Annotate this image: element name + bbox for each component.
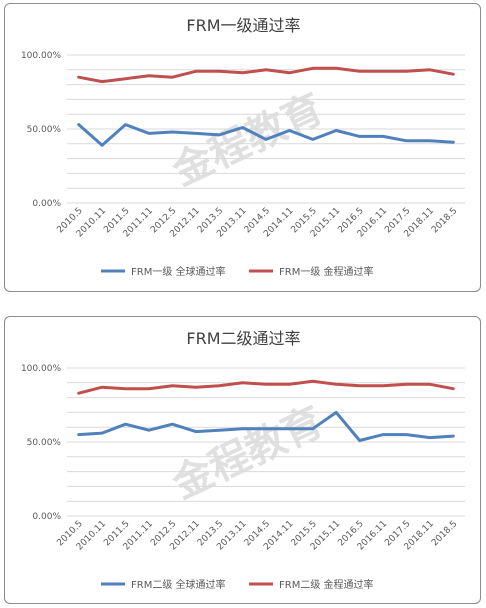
series-line-2 bbox=[77, 379, 455, 395]
x-tick-label: 2018.5 bbox=[430, 519, 459, 548]
watermark-text: 金程教育 bbox=[165, 86, 330, 196]
legend-label: FRM一级 全球通过率 bbox=[131, 265, 226, 278]
legend-label: FRM一级 金程通过率 bbox=[279, 265, 374, 278]
y-tick-label: 50.00% bbox=[27, 125, 62, 135]
y-tick-label: 50.00% bbox=[27, 438, 62, 448]
chart-panel-level2: 金程教育 FRM二级通过率 0.00% 50.00% 100.00% 2010.5 2010… bbox=[4, 316, 481, 604]
chart-panel-level1: 金程教育 FRM一级通过率 0.00% 50.00% 100.00% 2010.5 2010… bbox=[4, 3, 481, 292]
watermark-text: 金程教育 bbox=[165, 399, 330, 509]
series-line-1 bbox=[77, 123, 455, 147]
y-tick-label: 100.00% bbox=[21, 364, 61, 374]
legend-label: FRM二级 金程通过率 bbox=[279, 578, 374, 591]
series-line-2 bbox=[77, 66, 455, 84]
series-line-1 bbox=[77, 410, 455, 442]
chart-title: FRM二级通过率 bbox=[186, 329, 300, 348]
y-tick-label: 100.00% bbox=[21, 51, 61, 61]
y-tick-label: 0.00% bbox=[32, 512, 61, 522]
y-tick-label: 0.00% bbox=[32, 199, 61, 209]
legend-label: FRM二级 全球通过率 bbox=[131, 578, 226, 591]
chart-title: FRM一级通过率 bbox=[186, 16, 300, 35]
x-tick-label: 2018.5 bbox=[430, 206, 459, 235]
chart-level2: 金程教育FRM二级通过率0.00%50.00%100.00%2010.52010… bbox=[21, 329, 465, 591]
chart-level1: 金程教育FRM一级通过率0.00%50.00%100.00%2010.52010… bbox=[21, 16, 465, 278]
